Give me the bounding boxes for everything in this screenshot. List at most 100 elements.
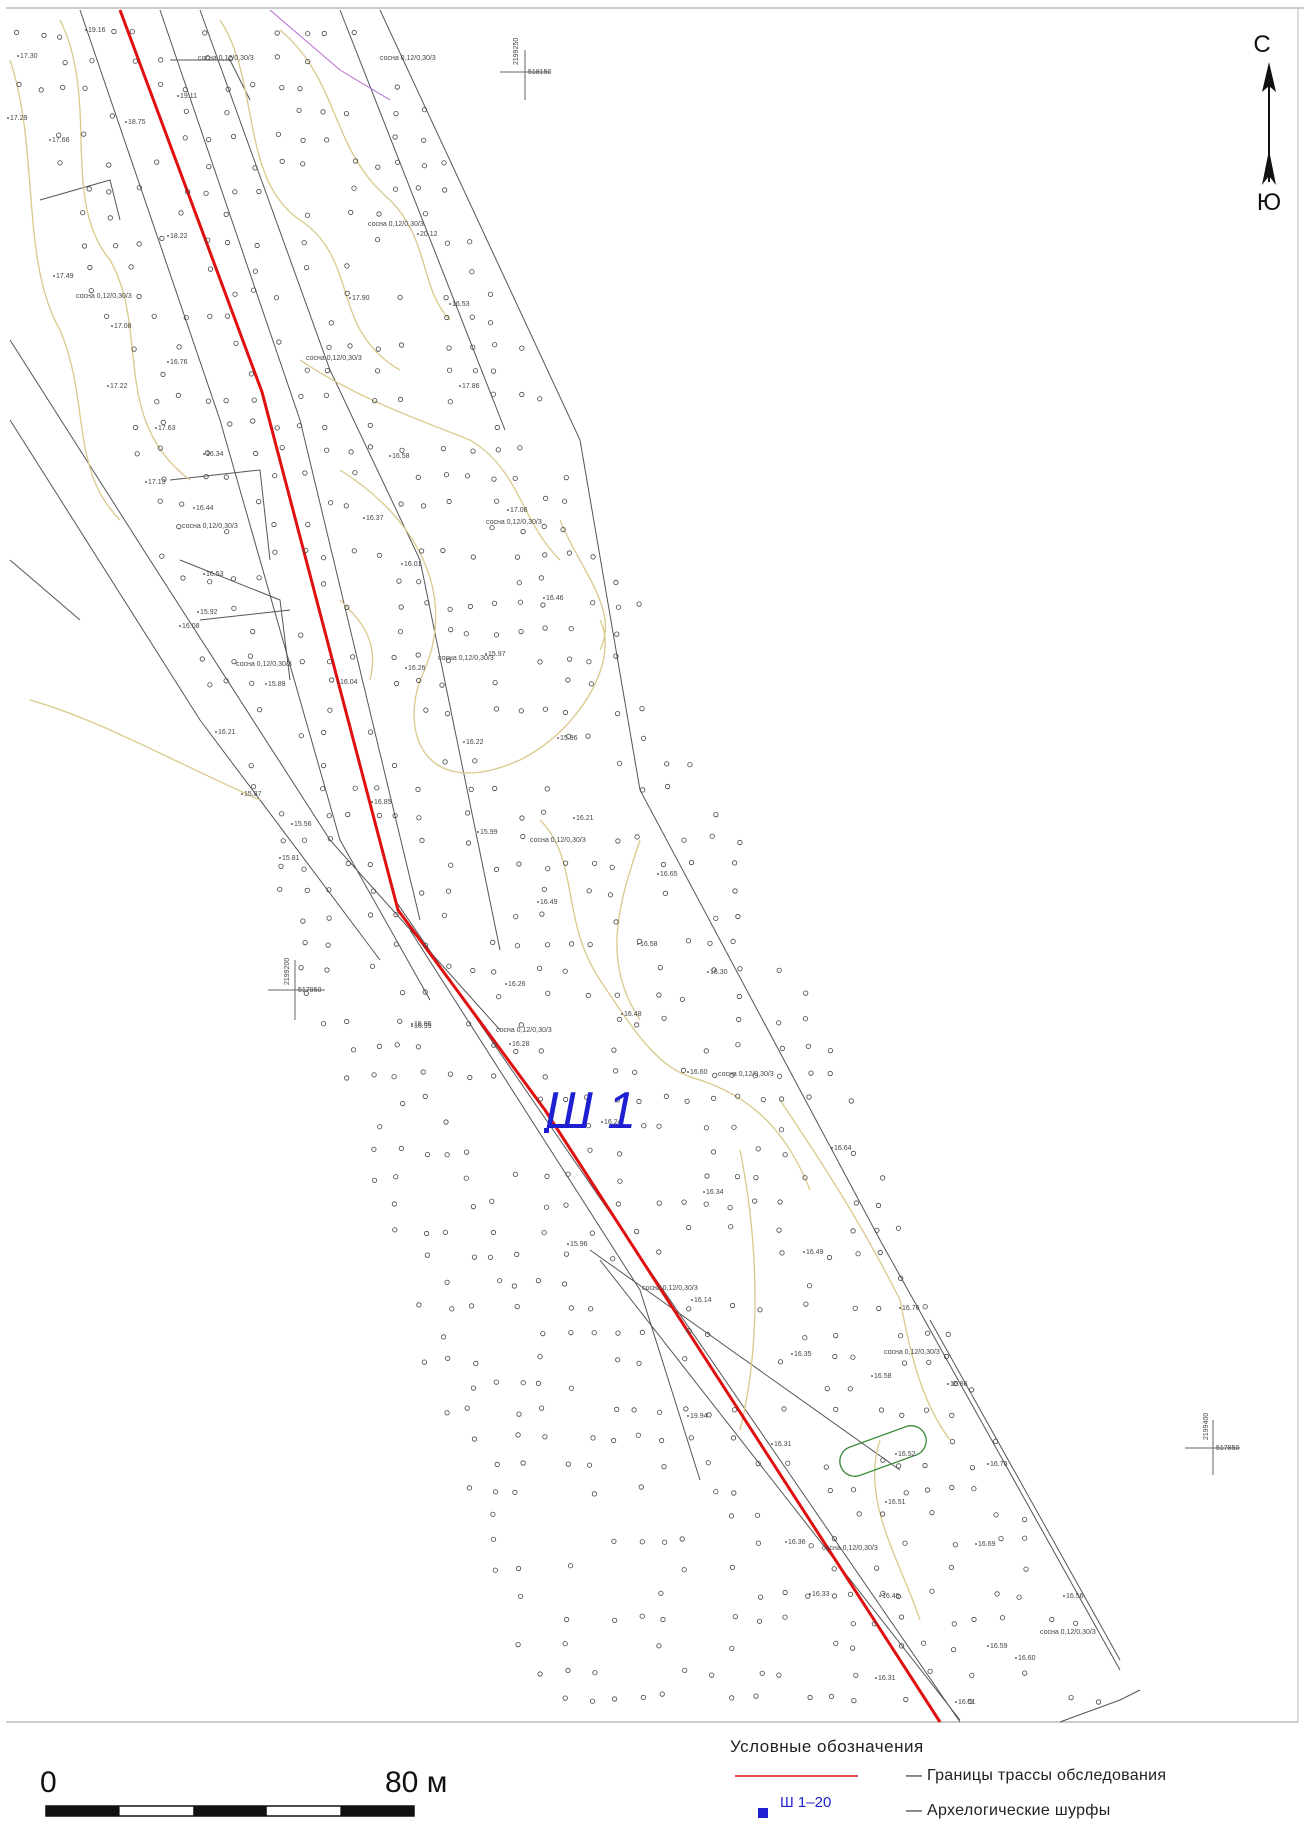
tree-marker [682, 1356, 688, 1362]
tree-marker [703, 1048, 709, 1054]
vegetation-note: сосна 0,12/0,30/3 [1040, 1629, 1096, 1636]
tree-marker [753, 1175, 759, 1181]
tree-marker [516, 1411, 522, 1417]
tree-marker [445, 888, 452, 894]
tree-marker [178, 210, 184, 216]
elevation-point [657, 873, 659, 875]
vegetation-note: сосна 0,12/0,30/3 [438, 655, 494, 662]
tree-marker [415, 474, 421, 480]
tree-marker [903, 1490, 909, 1496]
tree-marker [851, 1698, 857, 1704]
tree-marker [806, 1094, 812, 1100]
tree-marker [993, 1512, 999, 1518]
tree-marker [656, 992, 662, 998]
tree-marker [185, 189, 191, 195]
tree-marker [735, 913, 741, 920]
tree-marker [206, 164, 212, 170]
elevation-point [573, 817, 575, 819]
tree-marker [280, 838, 286, 844]
tree-marker [656, 1409, 663, 1415]
elevation-label: 16.51 [958, 1699, 976, 1706]
elevation-label: 18.75 [128, 119, 146, 126]
tree-marker [204, 450, 210, 456]
tree-marker [515, 1432, 521, 1438]
tree-marker [704, 1173, 710, 1179]
elevation-point [203, 573, 205, 575]
tree-marker [518, 708, 524, 714]
tree-marker [802, 1175, 808, 1181]
tree-marker [14, 29, 20, 36]
tree-marker [895, 1225, 902, 1231]
tree-marker [394, 1042, 400, 1048]
elevation-label: 16.58 [392, 453, 410, 460]
elevation-label: 19.16 [88, 27, 106, 34]
tree-marker [776, 1073, 783, 1079]
tree-marker [805, 1593, 811, 1599]
elevation-label: 16.31 [774, 1441, 792, 1448]
tree-marker [587, 1147, 593, 1153]
tree-marker [182, 87, 188, 93]
tree-marker [658, 1590, 664, 1596]
elevation-point [831, 1147, 833, 1149]
tree-marker [802, 1016, 809, 1022]
tree-marker [634, 1022, 640, 1028]
tree-marker [250, 82, 256, 88]
tree-marker [614, 1406, 620, 1413]
tree-marker [491, 1042, 497, 1048]
tree-marker [422, 989, 428, 995]
tree-marker [776, 1020, 782, 1026]
tree-marker [636, 938, 643, 945]
tree-marker [679, 1536, 685, 1542]
tree-marker [586, 659, 592, 665]
elevation-label: 16.64 [834, 1145, 852, 1152]
tree-marker [969, 1672, 975, 1678]
tree-marker [587, 941, 593, 948]
tree-marker [586, 1462, 593, 1468]
vegetation-note: сосна 0,12/0,30/3 [182, 523, 238, 530]
tree-marker [639, 1329, 646, 1336]
tree-marker [472, 758, 478, 764]
tree-marker [62, 59, 68, 66]
tree-marker [1068, 1695, 1074, 1701]
tree-marker [535, 1278, 542, 1284]
elevation-label: 16.14 [694, 1297, 712, 1304]
elevation-point [167, 361, 169, 363]
tree-marker [274, 54, 280, 60]
tree-marker [880, 1590, 886, 1596]
elevation-point [895, 1453, 897, 1455]
tree-marker [343, 111, 350, 117]
tree-marker [585, 733, 591, 739]
tree-marker [305, 31, 311, 37]
tree-marker [709, 1672, 715, 1678]
tree-marker [636, 601, 642, 607]
tree-marker [661, 1464, 667, 1470]
tree-marker [81, 243, 88, 249]
tree-marker [490, 368, 497, 374]
tree-marker [393, 680, 400, 687]
tree-marker [514, 1251, 520, 1258]
tree-marker [565, 677, 571, 683]
tree-marker [231, 605, 237, 611]
tree-marker [444, 240, 450, 246]
tree-marker [303, 264, 310, 271]
tree-marker [614, 1097, 620, 1103]
tree-marker [923, 1407, 930, 1413]
tree-marker [808, 1070, 814, 1076]
pit-marker-sh1[interactable] [544, 1128, 549, 1133]
tree-marker [876, 1305, 882, 1312]
tree-marker [449, 1306, 455, 1312]
tree-marker [568, 941, 575, 947]
scale-start-label: 0 [40, 1766, 57, 1799]
tree-marker [393, 1174, 399, 1180]
tree-marker [586, 888, 592, 894]
tree-marker [367, 422, 373, 428]
tree-marker [271, 521, 277, 528]
tree-marker [616, 1016, 623, 1023]
tree-marker [536, 965, 543, 971]
tree-marker [305, 58, 311, 65]
tree-marker [583, 1094, 590, 1100]
tree-marker [467, 239, 473, 245]
elevation-point [241, 793, 243, 795]
tree-marker [589, 1698, 596, 1704]
tree-marker [542, 552, 548, 558]
